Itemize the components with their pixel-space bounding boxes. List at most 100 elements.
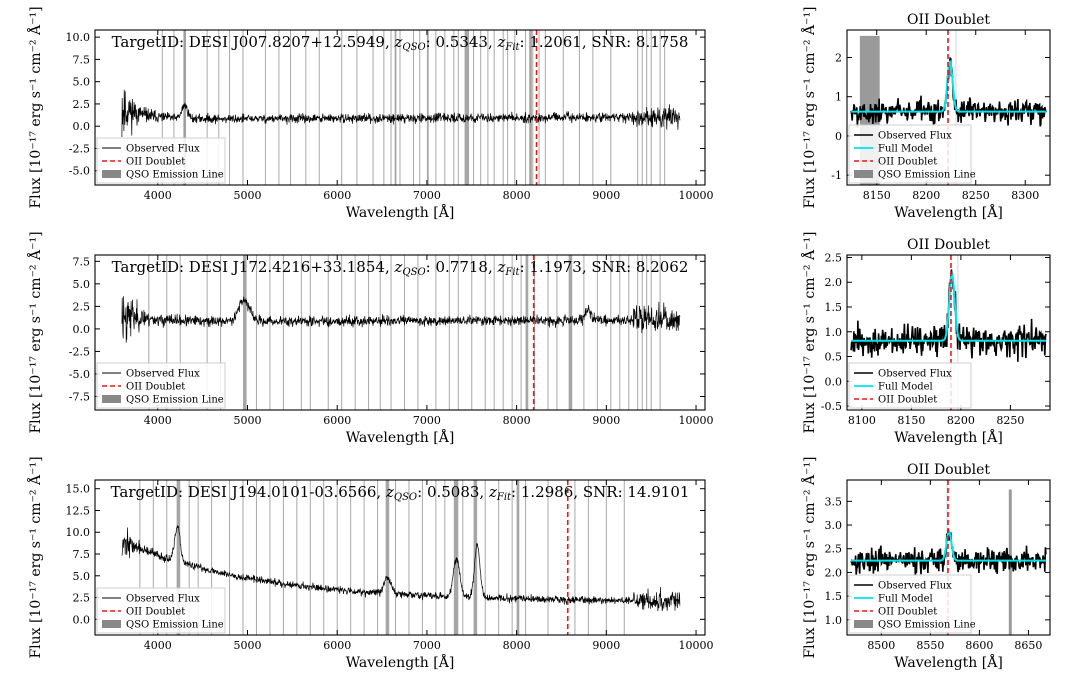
x-tick-label: 8150	[897, 414, 925, 427]
y-tick-label: 10.0	[66, 526, 91, 539]
zoom-title: OII Doublet	[907, 12, 990, 28]
x-tick-label: 8600	[965, 639, 993, 652]
legend: Observed Flux OII Doublet QSO Emission Lin…	[96, 587, 226, 634]
x-tick-label: 9000	[592, 414, 620, 427]
x-tick-label: 9000	[592, 639, 620, 652]
zoom-title: OII Doublet	[907, 237, 990, 253]
observed-flux-line	[121, 525, 681, 612]
qso-band-3	[464, 30, 470, 185]
y-tick-label: 1.5	[825, 590, 843, 603]
legend: Observed Flux Full Model OII Doublet QSO Em…	[848, 124, 976, 184]
legend-label: OII Doublet	[126, 382, 185, 393]
y-tick-label: 2.0	[825, 566, 843, 579]
spectrum-title: TargetID: DESI J007.8207+12.5949, zQSO: …	[112, 33, 689, 53]
x-tick-label: 6000	[323, 639, 351, 652]
legend-label: Full Model	[878, 144, 933, 155]
x-tick-label: 8000	[503, 639, 531, 652]
y-tick-label: 7.5	[73, 255, 91, 268]
x-tick-label: 10000	[679, 414, 714, 427]
y-tick-label: 2.5	[73, 98, 91, 111]
x-tick-label: 8550	[916, 639, 944, 652]
legend-qso-swatch	[102, 395, 121, 403]
y-tick-label: 1.5	[825, 301, 843, 314]
legend: Observed Flux Full Model OII Doublet QSO Em…	[848, 574, 976, 634]
y-tick-label: 7.5	[73, 548, 91, 561]
spectrum-1: 4000 5000 6000 7000 8000 9000 10000 -5.0 -2.5 0.0…	[26, 6, 714, 221]
legend-label: QSO Emission Line	[878, 170, 976, 181]
qso-band-2	[426, 30, 429, 185]
x-tick-label: 5000	[234, 189, 262, 202]
x-tick-label: 4000	[144, 189, 172, 202]
x-tick-label: 8000	[503, 414, 531, 427]
y-axis-label: Flux [10⁻¹⁷ erg s⁻¹ cm⁻² Å⁻¹]	[26, 6, 44, 208]
x-tick-label: 7000	[413, 639, 441, 652]
qso-band-1	[525, 255, 529, 410]
x-tick-label: 7000	[413, 189, 441, 202]
observed-flux-line	[121, 89, 681, 138]
y-tick-label: 0.0	[73, 323, 91, 336]
spectrum-title: TargetID: DESI J194.0101-03.6566, zQSO: …	[111, 483, 690, 503]
x-tick-label: 8200	[947, 414, 975, 427]
x-tick-label: 5000	[234, 639, 262, 652]
y-tick-label: 2.0	[825, 276, 843, 289]
x-tick-label: 6000	[323, 189, 351, 202]
y-tick-label: 1.0	[825, 326, 843, 339]
x-tick-label: 6000	[323, 414, 351, 427]
oii-zoom-3: 8500 8550 8600 8650 1.0 1.5 2.0 2.5 3.0 3.5 Wavele…	[800, 456, 1051, 671]
x-tick-label: 8500	[867, 639, 895, 652]
x-tick-label: 4000	[144, 414, 172, 427]
legend-label: Observed Flux	[878, 581, 952, 592]
y-tick-label: 1.0	[825, 614, 843, 627]
x-axis-label: Wavelength [Å]	[894, 428, 1003, 446]
y-tick-label: 3.0	[825, 519, 843, 532]
legend: Observed Flux OII Doublet QSO Emission Lin…	[96, 362, 226, 409]
y-tick-label: 0.0	[73, 613, 91, 626]
full-model-line	[851, 60, 1046, 113]
x-tick-label: 7000	[413, 414, 441, 427]
y-tick-label: -7.5	[69, 390, 90, 403]
x-axis-label: Wavelength [Å]	[346, 203, 455, 221]
observed-flux-line	[121, 296, 681, 343]
qso-band-0	[176, 480, 181, 635]
legend-label: QSO Emission Line	[126, 395, 224, 406]
legend: Observed Flux Full Model OII Doublet	[848, 362, 972, 409]
x-tick-label: 10000	[679, 189, 714, 202]
qso-band-4	[516, 480, 520, 635]
legend-label: Observed Flux	[126, 144, 200, 155]
x-tick-label: 9000	[592, 189, 620, 202]
legend-label: OII Doublet	[126, 157, 185, 168]
x-tick-label: 8250	[996, 414, 1024, 427]
oii-zoom-2: 8100 8150 8200 8250 -0.5 0.0 0.5 1.0 1.5 2.0 2.5 Wa…	[800, 231, 1051, 446]
axes-frame	[94, 479, 706, 636]
plot-area	[121, 480, 681, 635]
y-tick-label: 2.5	[73, 592, 91, 605]
legend-label: OII Doublet	[126, 607, 185, 618]
y-axis-label: Flux [10⁻¹⁷ erg s⁻¹ cm⁻² Å⁻¹]	[26, 231, 44, 433]
oii-zoom-1: 8150 8200 8250 8300 -1 0 1 2 Wavelength [Å] Flux …	[800, 6, 1051, 221]
qso-band-2	[568, 255, 573, 410]
x-tick-label: 8200	[912, 189, 940, 202]
x-tick-label: 5000	[234, 414, 262, 427]
legend-label: Observed Flux	[878, 369, 952, 380]
y-tick-label: -2.5	[69, 142, 90, 155]
legend-label: OII Doublet	[878, 395, 937, 406]
y-tick-label: 5.0	[73, 76, 91, 89]
y-tick-label: 0	[835, 130, 842, 143]
y-tick-label: 2	[835, 51, 842, 64]
qso-band-0	[243, 255, 247, 410]
axes-frame	[94, 29, 706, 186]
x-tick-label: 8250	[962, 189, 990, 202]
full-model-line	[851, 273, 1046, 342]
axes-frame	[846, 254, 1051, 411]
legend-label: QSO Emission Line	[878, 620, 976, 631]
y-tick-label: 3.5	[825, 495, 843, 508]
x-axis-label: Wavelength [Å]	[346, 653, 455, 671]
legend-qso-swatch	[854, 620, 873, 628]
legend-qso-swatch	[854, 170, 873, 178]
y-tick-label: 12.5	[66, 504, 91, 517]
y-tick-label: 5.0	[73, 278, 91, 291]
legend-label: Observed Flux	[126, 594, 200, 605]
y-axis-label: Flux [10⁻¹⁷ erg s⁻¹ cm⁻² Å⁻¹]	[800, 456, 818, 658]
legend: Observed Flux OII Doublet QSO Emission Lin…	[96, 137, 226, 184]
